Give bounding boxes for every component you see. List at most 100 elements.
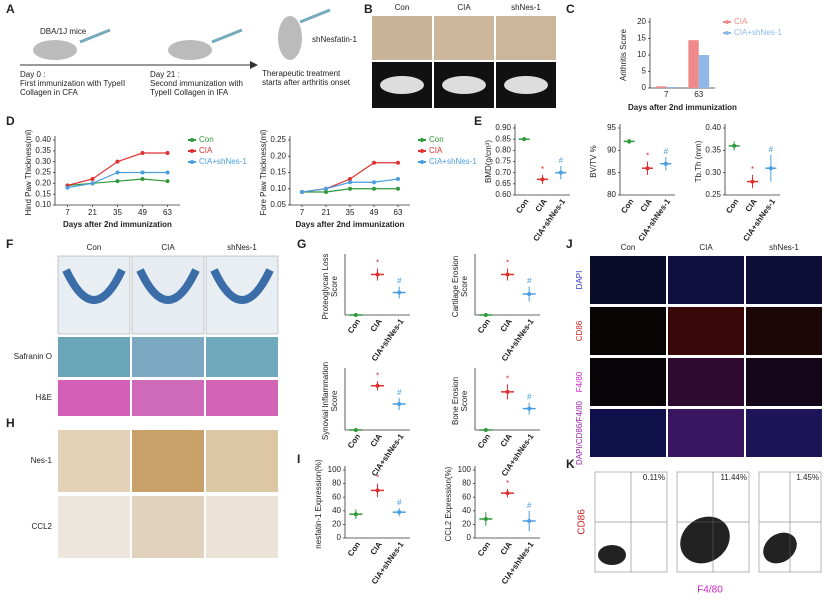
point [372,180,376,185]
x-tick-label: Con [619,197,635,215]
legend-swatch [190,138,194,142]
cell-cloud [598,545,626,565]
annotation: * [506,479,509,488]
photos [372,16,556,108]
y-tick-label: 0.30 [705,168,721,177]
y-tick-label: 15 [637,34,646,43]
image [746,409,822,457]
x-tick-label: CIA [499,540,514,557]
image [205,255,279,335]
bone [442,76,486,94]
y-axis-label: Fore Paw Thickness(ml) [259,129,268,215]
image [131,255,205,335]
annotation: # [397,498,402,507]
panel-label: H [6,416,15,430]
col-label: shNes-1 [769,243,799,252]
image [132,337,204,377]
mean-point [375,272,380,277]
legend-label: CIA [734,17,748,26]
mean-point [505,491,510,496]
image [668,256,744,304]
y-tick-label: 85 [607,168,616,177]
photo [372,16,432,60]
x-tick-label: CIA [369,540,384,557]
row-label: F4/80 [575,371,584,392]
legend-label: Con [429,135,444,144]
row-label: H&E [36,393,52,402]
mean-point [397,402,402,407]
photo [434,16,494,60]
x-tick-label: 7 [664,90,669,99]
image [58,496,130,558]
annotation: # [397,388,402,397]
point [165,170,170,175]
row-label: DAPI [575,271,584,290]
y-axis-label: Score [330,276,339,297]
y-tick-label: 40 [462,506,471,515]
y-axis-label: Hind Paw Thickness(ml) [24,129,33,215]
mean-point [558,170,563,175]
image [590,409,666,457]
mean-point [645,166,650,171]
image [206,496,278,558]
y-tick-label: 0.90 [495,123,511,132]
image [668,409,744,457]
annotation: # [527,277,532,286]
mean-point [353,512,358,517]
y-tick-label: 0 [467,533,472,542]
point [300,190,304,194]
x-tick-label: CIA [744,197,759,214]
gate [595,472,821,572]
label: Therapeutic treatment [262,69,341,78]
panel-label: C [566,2,575,16]
y-tick-label: 0.20 [270,151,286,160]
schematic [20,8,331,69]
y-axis-label: nesfatin-1 Expression(%) [314,459,323,549]
x-tick-label: CIA [499,317,514,334]
arrow [250,61,258,69]
point [396,186,400,191]
panel-label: E [474,114,482,128]
y-tick-label: 100 [458,465,472,474]
x-tick-label: Con [346,432,362,450]
y-axis-label: Tb.Th (mm) [694,140,703,182]
row-label: DAPI/CD86/F4/80 [575,400,584,465]
y-tick-label: 0.25 [35,168,51,177]
y-tick-label: 0.10 [270,184,286,193]
y-tick-label: 0.35 [705,145,721,154]
mean-point [540,177,545,182]
y-tick-label: 10 [637,50,646,59]
point [90,181,95,186]
image [590,307,666,355]
annotation: * [376,259,379,268]
legend-label: CIA+shNes-1 [429,157,477,166]
y-tick-label: 80 [332,479,341,488]
y-tick-label: 20 [332,520,341,529]
y-axis-label: Score [460,276,469,297]
label: TypeII Collagen in IFA [150,88,229,97]
y-tick-label: 0.70 [495,168,511,177]
y-tick-label: 0.15 [35,189,51,198]
legend-swatch [420,149,424,153]
y-axis-label: BMD(g/cm³) [484,140,493,183]
point [115,159,120,164]
legend-swatch [190,160,194,164]
axis-label: F4/80 [697,585,723,596]
annotation: * [376,371,379,380]
y-axis-label: Arithritis Score [619,28,628,81]
image [206,430,278,492]
annotation: * [376,474,379,483]
annotation: * [751,165,754,174]
image [132,380,204,416]
mean-point [353,428,358,432]
mean-point [483,516,488,521]
point [372,186,376,191]
annotation: * [541,165,544,174]
x-tick-label: CIA [369,317,384,334]
image [668,358,744,406]
mean-point [505,272,510,277]
point [372,160,376,165]
bar [688,40,699,88]
row-label: Nes-1 [31,456,53,465]
mean-point [750,179,755,184]
